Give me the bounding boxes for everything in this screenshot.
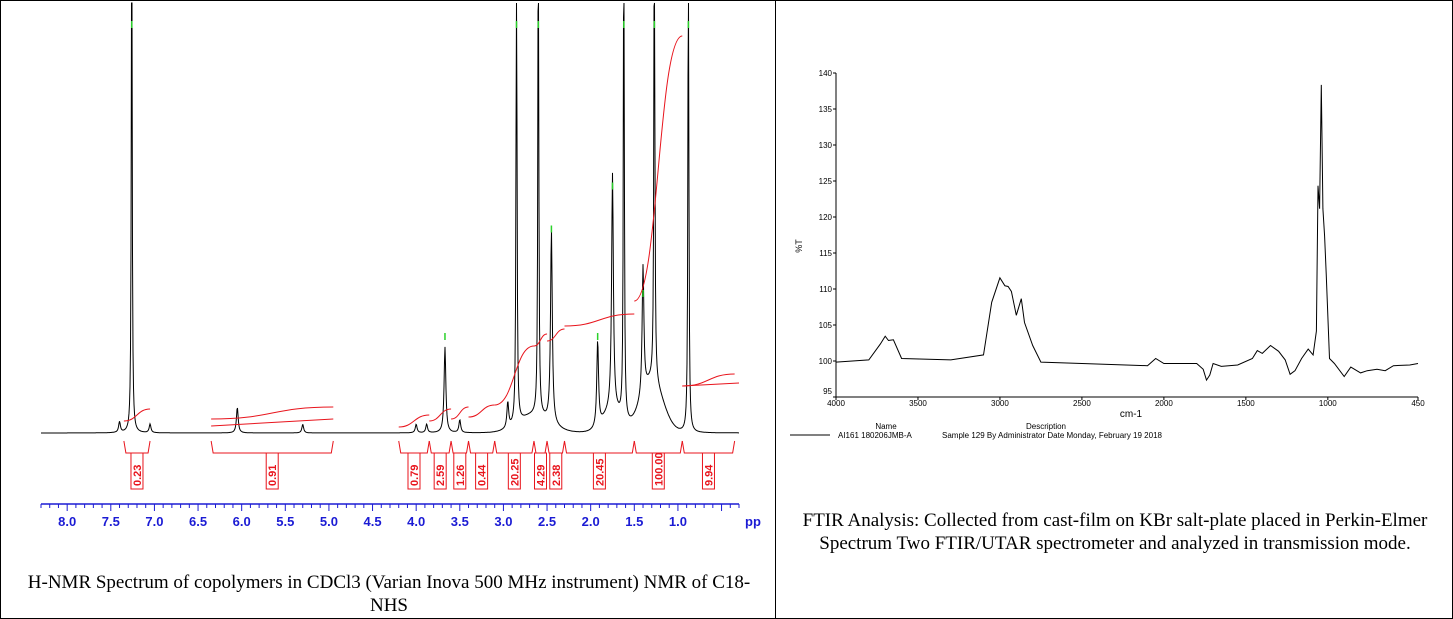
integral-curve [451,406,469,420]
nmr-tick-label: 3.0 [494,514,512,529]
integral-value: 100.00 [653,452,665,486]
integral-curve [494,345,535,406]
integral-curve [564,313,635,327]
ftir-y-tick-label: 120 [819,213,833,222]
ftir-y-tick-label: 130 [819,141,833,150]
nmr-tick-label: 5.0 [320,514,338,529]
nmr-tick-label: 8.0 [58,514,76,529]
integral-value: 0.91 [267,465,279,486]
integral-value: 0.79 [409,465,421,486]
integral-value: 4.29 [536,465,548,486]
nmr-tick-label: 1.0 [669,514,687,529]
ftir-x-tick-label: 1000 [1319,399,1337,408]
integral-bracket [398,440,430,454]
ftir-y-axis-label: %T [794,239,804,253]
integral-curve [546,328,565,342]
ftir-y-tick-label: 95 [823,387,832,396]
nmr-caption: H-NMR Spectrum of copolymers in CDCl3 (V… [27,572,751,616]
integral-curve [682,382,740,387]
ftir-y-tick-label: 125 [819,177,833,186]
ftir-x-tick-label: 2000 [1155,399,1173,408]
nmr-tick-label: 6.5 [189,514,207,529]
integral-value: 0.23 [132,465,144,486]
ftir-x-tick-label: 4000 [827,399,845,408]
nmr-axis-unit: pp [745,514,761,529]
integral-label-box [433,452,447,490]
legend-description-header: Description [1026,422,1066,431]
integral-curve [398,414,430,428]
nmr-tick-label: 7.5 [102,514,120,529]
ftir-x-tick-label: 1500 [1237,399,1255,408]
integral-value: 20.45 [594,458,606,486]
integral-value: 9.94 [703,464,715,486]
integral-bracket [681,440,736,454]
integral-value: 0.44 [477,464,489,486]
integral-bracket [546,440,565,454]
integral-label-box [701,452,715,490]
nmr-tick-label: 2.0 [582,514,600,529]
legend-series-name: AI161 180206JMB-A [838,431,912,440]
nmr-tick-label: 6.0 [233,514,251,529]
integral-label-box [453,452,467,490]
ftir-spectrum-line [835,84,1419,382]
ftir-y-tick-label: 140 [819,69,833,78]
integral-bracket [428,440,452,454]
ftir-x-tick-label: 450 [1411,399,1425,408]
integral-label-box [507,452,521,490]
ftir-x-axis-label: cm-1 [1120,409,1143,420]
nmr-tick-label: 5.5 [276,514,294,529]
integral-label-box [549,452,563,490]
integral-label-box [592,452,606,490]
ftir-y-tick-label: 105 [819,321,833,330]
integral-label-box [130,452,144,490]
legend-name-header: Name [875,422,897,431]
integral-bracket [123,440,151,454]
integral-bracket [494,440,535,454]
integral-curve [634,35,683,302]
nmr-panel: 0.23 0.91 0.79 2.59 1.26 0.44 20.25 4.29 2.38 20.… [0,0,776,619]
integral-label-box [651,452,665,490]
nmr-tick-label: 1.5 [625,514,643,529]
ftir-spectrum-chart: 95 100 105 110 115 120 125 130 135 140 4000 3500 300… [790,69,1425,440]
integral-curve [533,333,548,347]
nmr-tick-label: 2.5 [538,514,556,529]
integral-label-box [407,452,421,490]
ftir-y-tick-label: 100 [819,357,833,366]
ftir-y-tick-label: 135 [819,105,833,114]
nmr-tick-label: 7.0 [145,514,163,529]
integral-bracket [210,440,334,454]
nmr-spectrum-chart: 0.23 0.91 0.79 2.59 1.26 0.44 20.25 4.29 2.38 20.… [40,2,761,529]
legend-series-description: Sample 129 By Administrator Date Monday,… [942,431,1163,440]
integral-label-box [265,452,279,490]
integral-label-box [534,452,548,490]
integral-bracket [533,440,548,454]
integral-value: 20.25 [509,458,521,486]
integral-curve [211,406,334,420]
integral-curve [123,408,151,422]
integral-bracket [564,440,635,454]
ftir-x-tick-label: 2500 [1073,399,1091,408]
nmr-tick-label: 4.5 [364,514,382,529]
integral-curve [429,408,452,422]
integral-value: 1.26 [455,465,467,486]
nmr-tick-label: 4.0 [407,514,425,529]
ftir-x-tick-label: 3000 [991,399,1009,408]
integral-curve [468,404,495,418]
ftir-y-tick-label: 115 [819,249,832,258]
ftir-caption: FTIR Analysis: Collected from cast-film … [802,510,1428,554]
ftir-panel: 95 100 105 110 115 120 125 130 135 140 4000 3500 300… [775,0,1453,619]
integral-bracket [450,440,470,454]
nmr-tick-label: 3.5 [451,514,469,529]
integral-value: 2.38 [551,465,563,486]
nmr-spectrum-line [41,2,739,434]
integral-bracket [468,440,496,454]
integral-bracket [633,440,683,454]
integral-value: 2.59 [435,465,447,486]
ftir-x-tick-label: 3500 [909,399,927,408]
integral-curve [211,418,334,427]
integral-label-box [475,452,489,490]
ftir-y-tick-label: 110 [819,285,832,294]
